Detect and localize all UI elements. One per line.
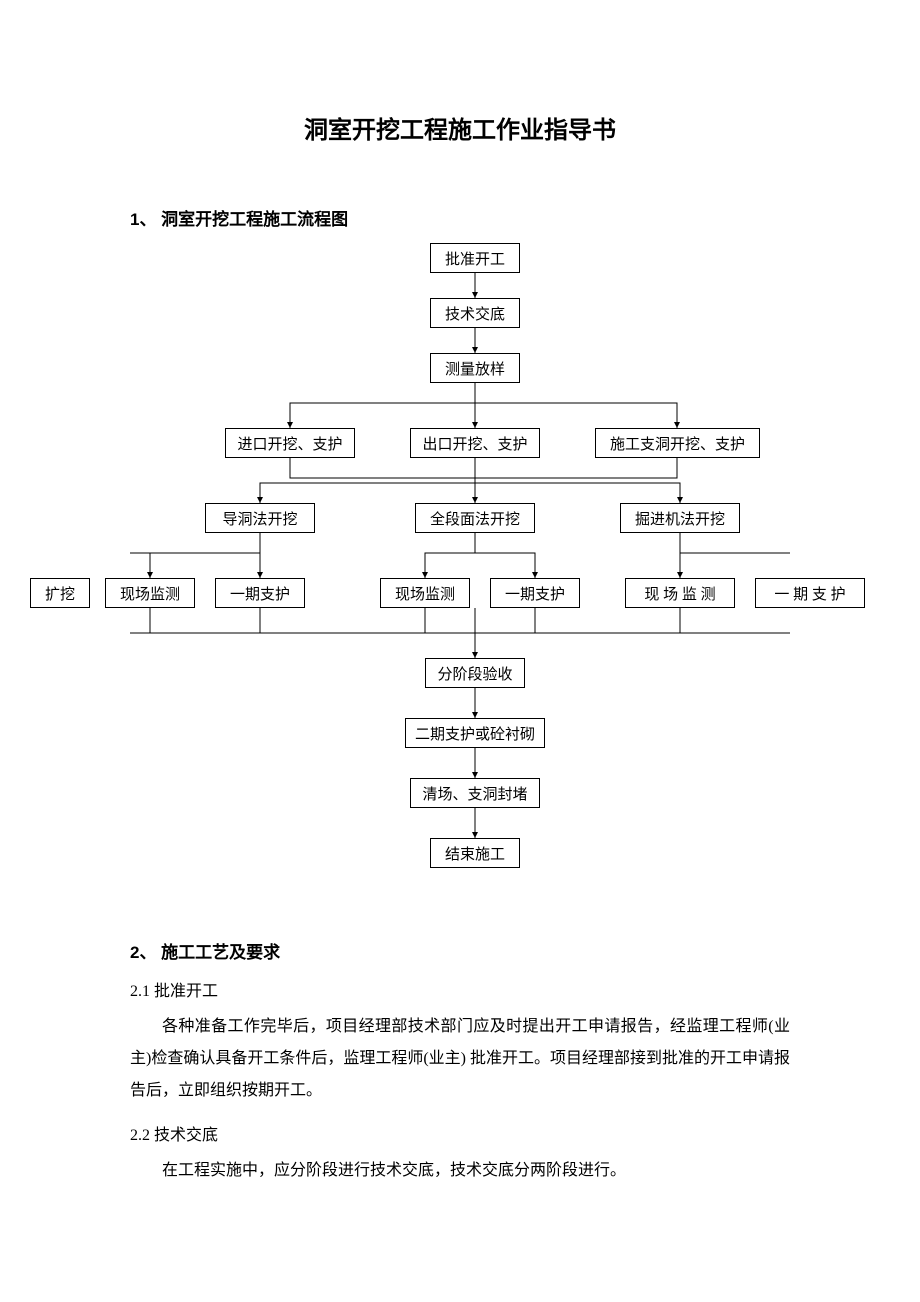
flowchart-node: 一期支护 bbox=[215, 578, 305, 608]
s21-heading: 2.1 批准开工 bbox=[130, 977, 790, 1001]
flowchart-node: 现场监测 bbox=[380, 578, 470, 608]
flowchart-node: 现 场 监 测 bbox=[625, 578, 735, 608]
flowchart: 批准开工技术交底测量放样进口开挖、支护 出口开挖、支护 施工支洞开挖、支护导洞法开挖… bbox=[130, 238, 790, 918]
flowchart-node: 一期支护 bbox=[490, 578, 580, 608]
flowchart-node: 出口开挖、支护 bbox=[410, 428, 540, 458]
s22-body: 在工程实施中，应分阶段进行技术交底，技术交底分两阶段进行。 bbox=[130, 1155, 790, 1187]
flowchart-node: 二期支护或砼衬砌 bbox=[405, 718, 545, 748]
flowchart-node: 全段面法开挖 bbox=[415, 503, 535, 533]
flowchart-node: 现场监测 bbox=[105, 578, 195, 608]
doc-title: 洞室开挖工程施工作业指导书 bbox=[130, 110, 790, 145]
flowchart-node: 掘进机法开挖 bbox=[620, 503, 740, 533]
flowchart-node: 一 期 支 护 bbox=[755, 578, 865, 608]
flowchart-node: 技术交底 bbox=[430, 298, 520, 328]
flowchart-node: 导洞法开挖 bbox=[205, 503, 315, 533]
flowchart-node: 测量放样 bbox=[430, 353, 520, 383]
flowchart-node: 施工支洞开挖、支护 bbox=[595, 428, 760, 458]
flowchart-node: 扩挖 bbox=[30, 578, 90, 608]
s22-heading: 2.2 技术交底 bbox=[130, 1121, 790, 1145]
s21-body: 各种准备工作完毕后，项目经理部技术部门应及时提出开工申请报告，经监理工程师(业主… bbox=[130, 1011, 790, 1107]
flowchart-node: 分阶段验收 bbox=[425, 658, 525, 688]
section2-heading: 2、 施工工艺及要求 bbox=[130, 938, 790, 963]
flowchart-node: 清场、支洞封堵 bbox=[410, 778, 540, 808]
flowchart-node: 进口开挖、支护 bbox=[225, 428, 355, 458]
flowchart-node: 批准开工 bbox=[430, 243, 520, 273]
section1-heading: 1、 洞室开挖工程施工流程图 bbox=[130, 205, 790, 230]
flowchart-node: 结束施工 bbox=[430, 838, 520, 868]
